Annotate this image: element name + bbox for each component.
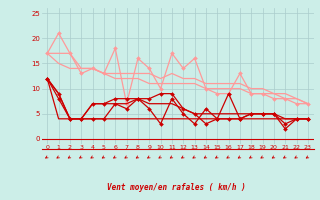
Text: Vent moyen/en rafales ( km/h ): Vent moyen/en rafales ( km/h ) bbox=[107, 183, 245, 192]
